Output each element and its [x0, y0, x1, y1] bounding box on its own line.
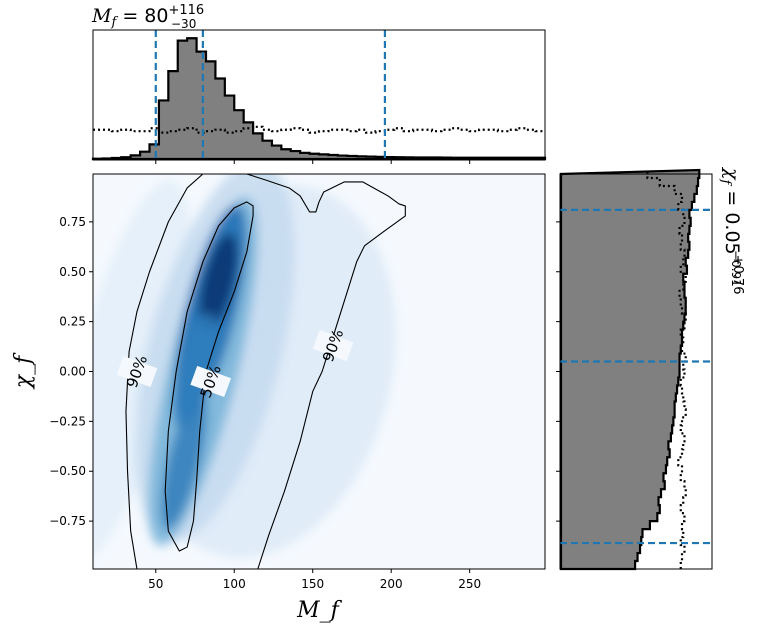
top-panel-frame	[92, 29, 546, 161]
top-title: Mf = 80+116	[91, 3, 204, 30]
xtick-label-3: 200	[380, 577, 403, 591]
top-marginal-panel	[91, 29, 547, 164]
contour-90pct	[125, 174, 406, 569]
xtick-label-0: 50	[148, 577, 163, 591]
right-marginal-panel	[556, 168, 713, 571]
joint-panel: 90% 50%90% 50 100 150 200 250−0.75−0.50−0.250…	[11, 173, 546, 623]
ytick-label-0: −0.75	[49, 514, 86, 528]
contour-label-bg-0	[116, 355, 158, 388]
xtick-label-4: 250	[458, 577, 481, 591]
right-title-lower: −0.91	[729, 250, 743, 287]
ytick-label-1: −0.50	[49, 464, 86, 478]
ytick-label-3: 0.00	[59, 365, 86, 379]
contour-label-bg-2	[312, 330, 354, 362]
density-blob-6	[161, 393, 207, 530]
density-blob-5	[199, 233, 238, 331]
right-title: χf = 0.05+0.76	[718, 166, 745, 294]
ytick-label-2: −0.25	[49, 414, 86, 428]
y-axis-label: χ_f	[11, 352, 36, 390]
contour-50pct	[164, 201, 254, 552]
contour-label-bg-1	[190, 365, 232, 398]
top-posterior-histogram	[91, 37, 547, 161]
top-title-lower: −30	[171, 17, 196, 31]
x-axis-label: M_f	[296, 598, 343, 623]
ytick-label-4: 0.25	[59, 315, 86, 329]
right-posterior-histogram	[559, 168, 701, 571]
ytick-label-5: 0.50	[59, 265, 86, 279]
xtick-label-1: 100	[223, 577, 246, 591]
density-blob-7	[172, 313, 218, 430]
ytick-label-6: 0.75	[59, 215, 86, 229]
xtick-label-2: 150	[301, 577, 324, 591]
right-prior-histogram	[646, 170, 687, 569]
